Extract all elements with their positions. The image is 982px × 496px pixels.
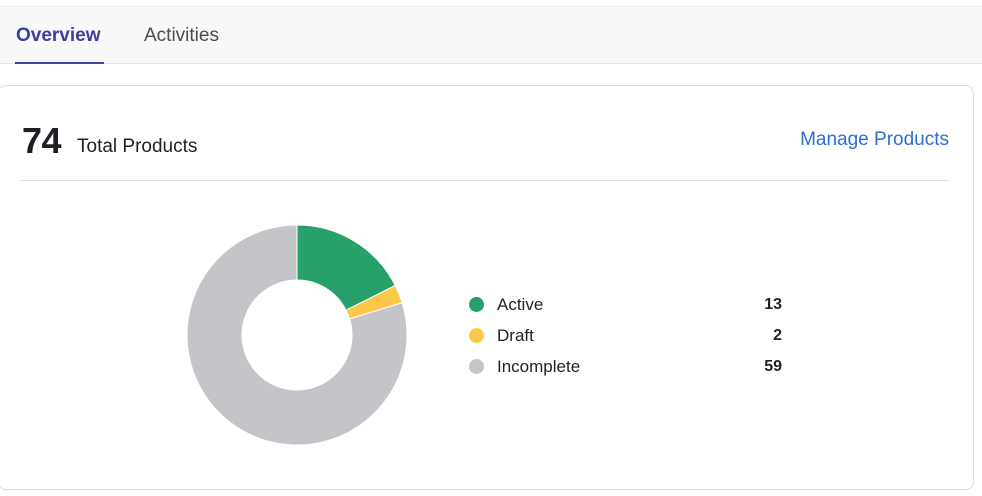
legend-item-active: Active 13 (468, 294, 784, 316)
legend-dot-draft (469, 328, 484, 343)
legend-item-draft: Draft 2 (468, 325, 784, 347)
legend-label-active: Active (497, 295, 544, 314)
tab-activities[interactable]: Activities (144, 25, 219, 46)
tab-overview[interactable]: Overview (16, 25, 101, 46)
manage-products-link[interactable]: Manage Products (800, 129, 949, 150)
total-products-count: 74 (22, 120, 62, 161)
donut-slice-incomplete (187, 225, 407, 445)
card-header-divider (21, 180, 949, 181)
legend-dot-incomplete (469, 359, 484, 374)
tab-bar: Overview Activities (0, 6, 982, 64)
legend-value-draft: 2 (773, 327, 782, 344)
legend-dot-active (469, 297, 484, 312)
total-products-label: Total Products (77, 136, 198, 157)
legend-label-draft: Draft (497, 326, 534, 345)
products-donut-chart (187, 225, 407, 445)
products-summary-card (0, 85, 974, 490)
legend-label-incomplete: Incomplete (497, 357, 581, 376)
legend-value-incomplete: 59 (764, 358, 782, 375)
active-tab-indicator (15, 62, 104, 64)
legend-value-active: 13 (764, 296, 782, 313)
legend-item-incomplete: Incomplete 59 (468, 356, 784, 378)
